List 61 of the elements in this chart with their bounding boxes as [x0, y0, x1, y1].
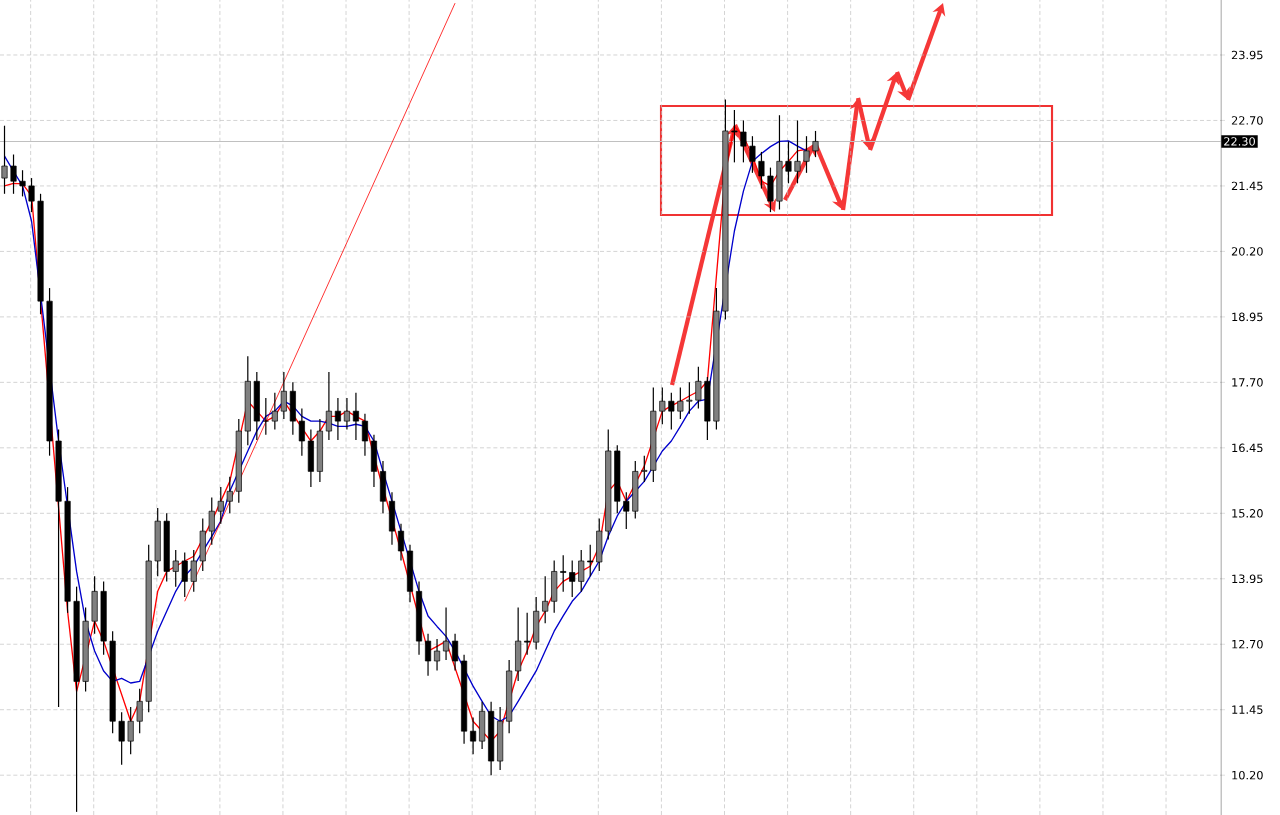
y-tick-label: 17.70	[1232, 378, 1263, 387]
candlestick	[343, 397, 350, 431]
candlestick	[641, 455, 648, 483]
candlestick	[298, 407, 305, 457]
candlestick	[1, 125, 8, 195]
candlestick	[280, 371, 287, 420]
candlestick	[352, 392, 359, 441]
y-tick-label: 20.20	[1231, 247, 1263, 256]
y-tick-label: 16.45	[1232, 443, 1263, 453]
candlestick	[695, 366, 702, 410]
candlestick	[740, 119, 747, 163]
candlestick	[749, 135, 756, 174]
candlestick	[623, 491, 630, 530]
candlestick	[812, 130, 819, 158]
candlestick	[587, 544, 594, 577]
y-tick-label: 10.20	[1232, 770, 1263, 780]
candlestick	[443, 606, 450, 661]
candlestick	[118, 711, 125, 766]
candlestick	[136, 688, 143, 734]
candlestick	[19, 169, 26, 198]
candlestick	[208, 496, 215, 546]
candlestick	[668, 392, 675, 431]
candlestick	[271, 392, 278, 431]
candlestick	[10, 153, 17, 195]
y-tick-label: 18.95	[1232, 312, 1263, 322]
candlestick	[28, 177, 35, 213]
candlestick	[424, 633, 432, 677]
candlestick	[560, 554, 567, 593]
candlestick	[578, 549, 585, 593]
candlestick	[686, 381, 693, 415]
candlestick	[262, 397, 269, 436]
y-tick-label: 11.45	[1232, 705, 1263, 714]
candlestick	[794, 119, 801, 184]
candlestick	[677, 386, 684, 420]
candlestick	[434, 638, 441, 672]
candlestick	[190, 549, 197, 593]
candlestick	[659, 386, 666, 425]
candlestick	[470, 716, 477, 755]
candlestick	[524, 612, 531, 656]
candlestick	[397, 523, 405, 562]
candlestick	[542, 575, 549, 624]
y-tick-label: 22.70	[1231, 116, 1263, 125]
candlestick	[803, 135, 810, 174]
ref-line-label: 22.30	[1224, 137, 1255, 146]
candlestick	[127, 706, 134, 755]
candlestick	[325, 371, 332, 441]
candlestick	[452, 633, 459, 672]
candlestick	[758, 151, 765, 190]
candlestick	[361, 413, 368, 457]
candlestick	[226, 476, 233, 514]
y-tick-label: 13.95	[1232, 574, 1263, 584]
y-tick-label: 23.95	[1231, 50, 1263, 60]
candlestick	[785, 140, 792, 184]
candlestick	[172, 549, 179, 588]
y-tick-label: 15.20	[1232, 509, 1263, 518]
candlestick	[217, 486, 224, 525]
y-tick-label: 21.45	[1231, 181, 1263, 191]
candlestick	[569, 559, 576, 598]
candlestick	[181, 551, 188, 598]
y-tick-label: 12.70	[1232, 639, 1263, 649]
candlestick	[334, 397, 341, 441]
